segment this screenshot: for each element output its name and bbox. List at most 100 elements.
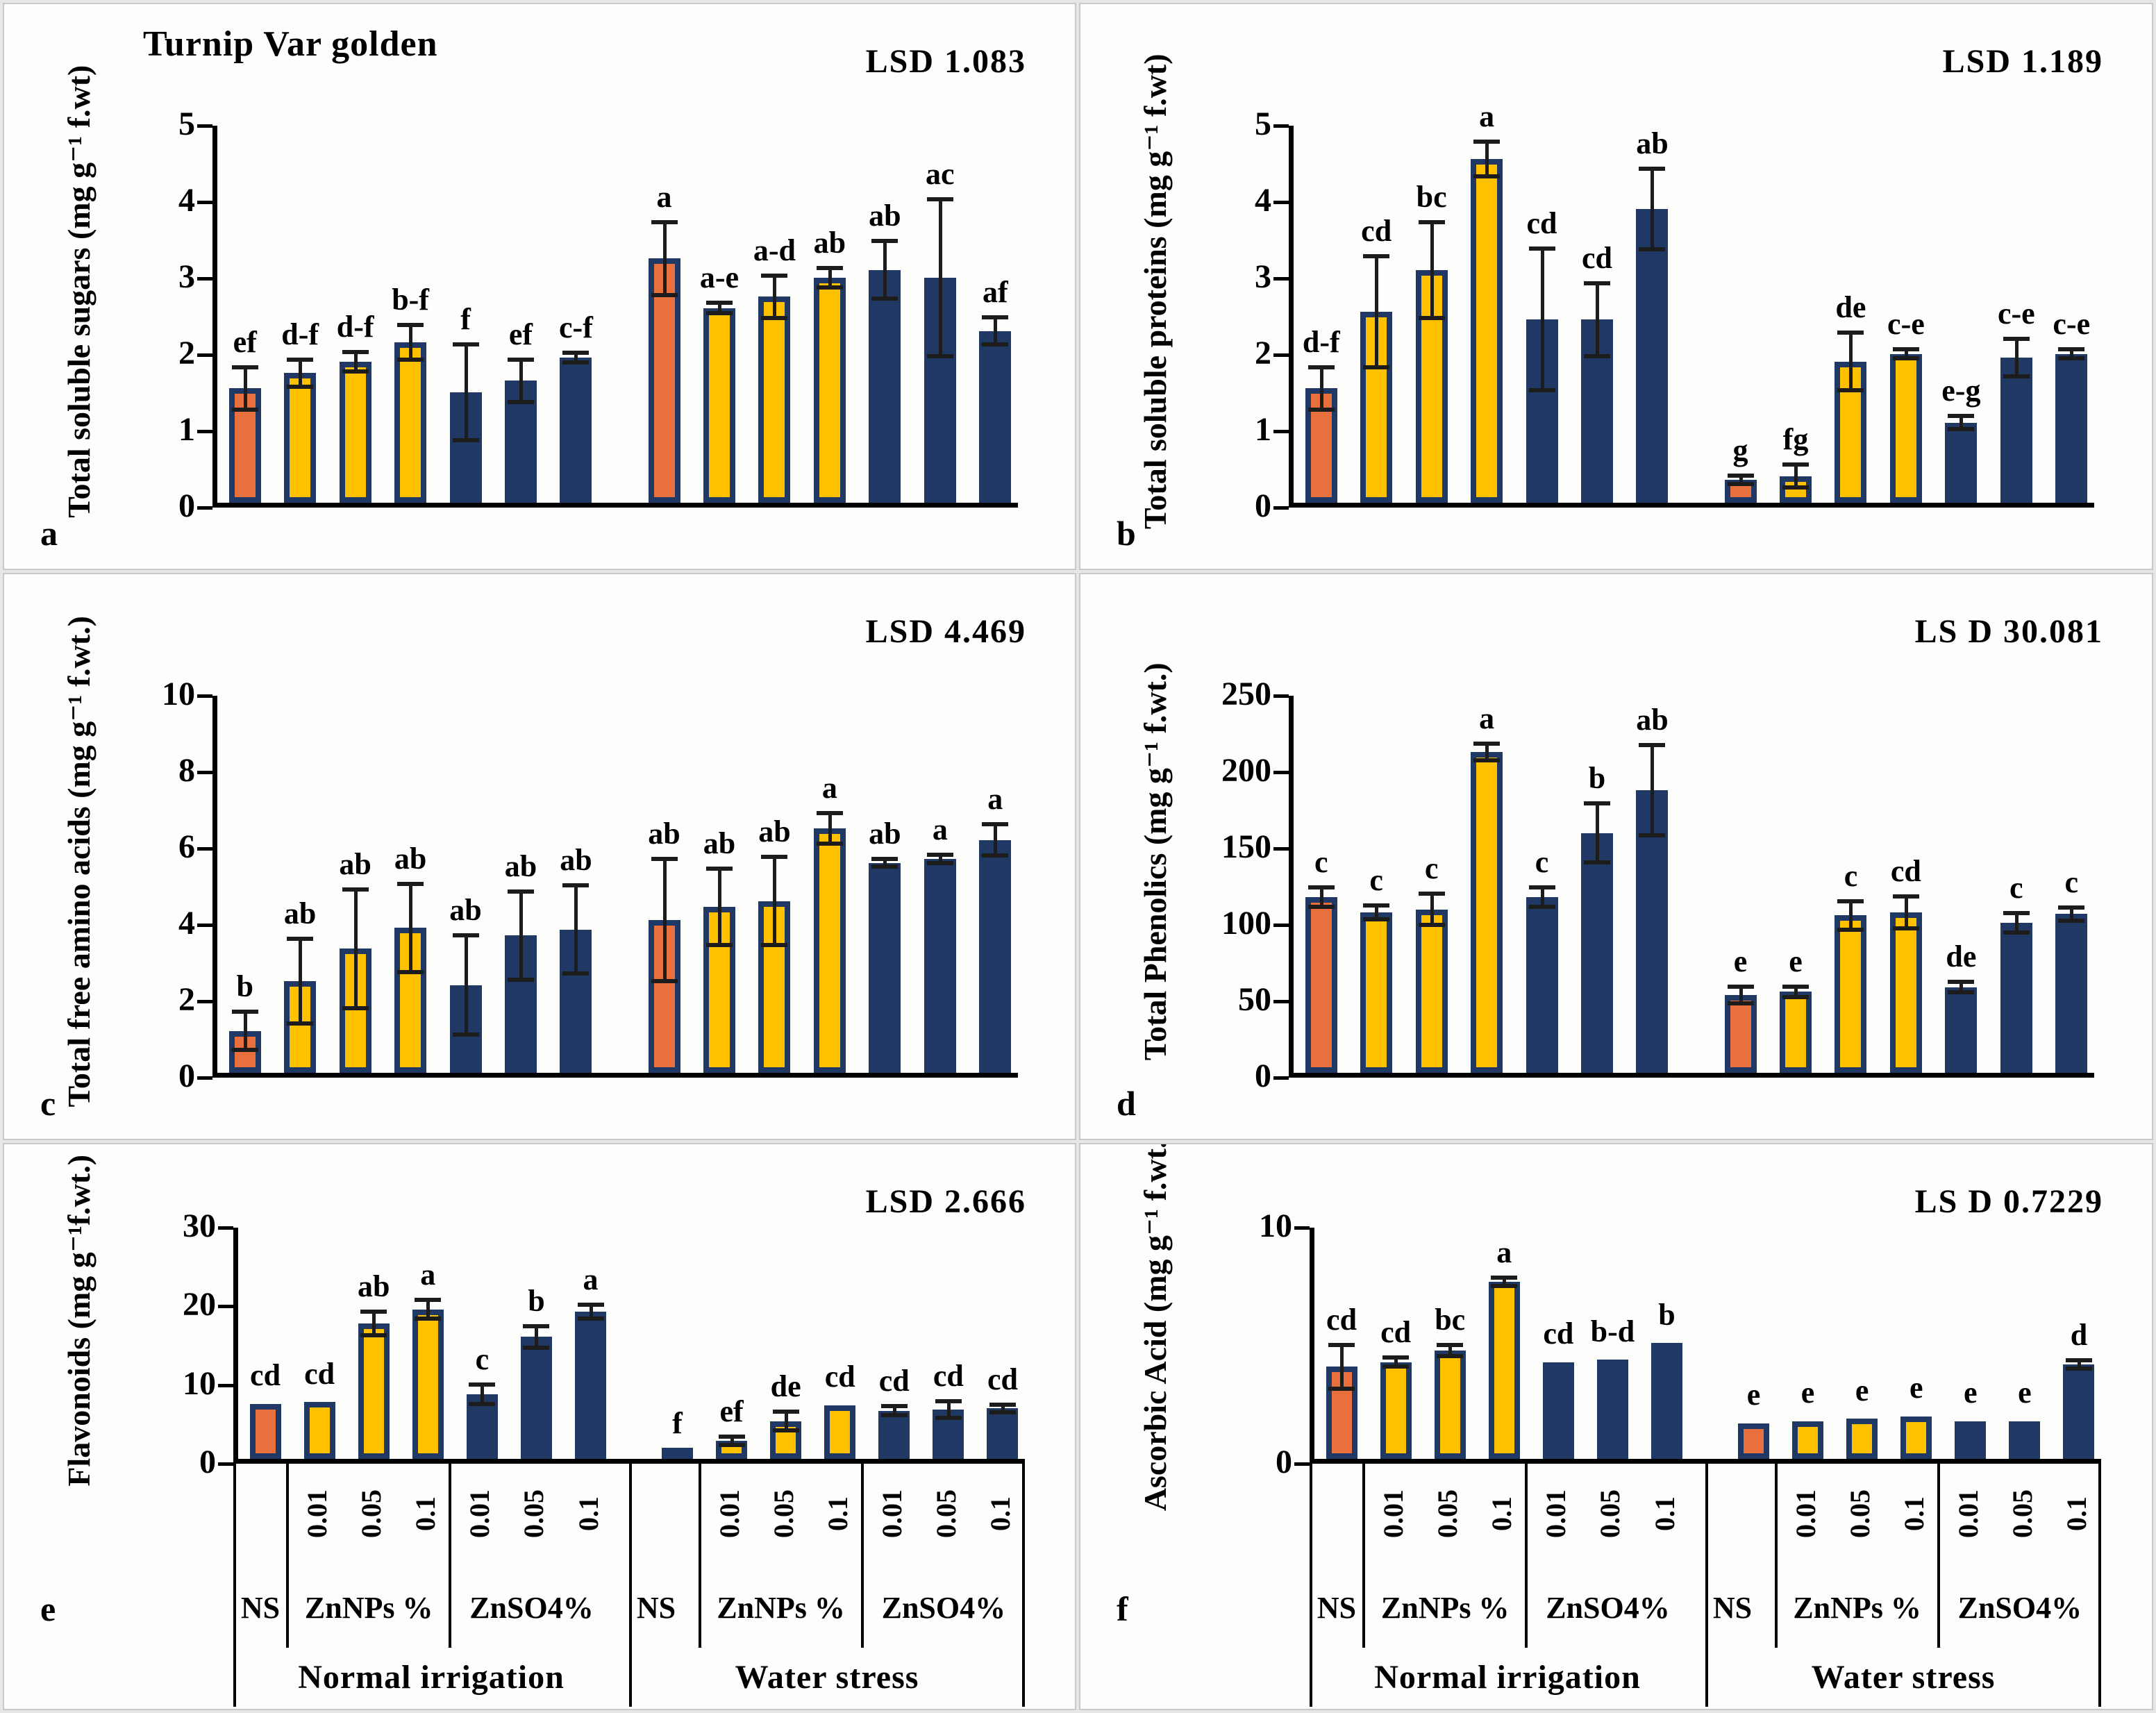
error-cap-bottom <box>397 358 424 362</box>
x-tick-label: 0.01 <box>876 1489 908 1538</box>
sig-letter: cd <box>933 1358 964 1393</box>
sig-letter: ab <box>813 225 846 260</box>
error-whisker <box>409 327 413 358</box>
error-whisker <box>892 1408 896 1414</box>
x-tick-label: 0.05 <box>518 1489 550 1538</box>
sig-letter: ef <box>508 317 533 351</box>
error-cap-top <box>871 856 899 861</box>
sig-letter: a <box>1479 701 1495 736</box>
panel-f: LS D 0.7229 Ascorbic Acid (mg g⁻¹ f.wt.)… <box>1079 1143 2153 1710</box>
y-axis-label: Total soluble proteins (mg g⁻¹ f.wt) <box>1137 53 1173 530</box>
error-cap-bottom <box>651 292 678 297</box>
x-tick-label: 0.01 <box>713 1489 745 1538</box>
error-whisker <box>2070 351 2074 356</box>
error-cap-bottom <box>452 437 479 442</box>
sig-letter: e <box>1733 944 1748 978</box>
bar-e-12 <box>878 1410 910 1459</box>
group-cell-znnps-: ZnNPs % <box>1793 1591 1921 1625</box>
error-cap-bottom <box>507 977 534 982</box>
error-cap-bottom <box>469 1402 496 1407</box>
error-whisker <box>426 1302 431 1317</box>
error-whisker <box>299 941 303 1021</box>
bar-f-12 <box>1955 1421 1987 1459</box>
error-whisker <box>589 1307 593 1317</box>
sig-letter: cd <box>250 1357 281 1392</box>
error-whisker <box>1340 1346 1344 1387</box>
sig-letter: a <box>583 1262 599 1297</box>
panel-b: LSD 1.189 Total soluble proteins (mg g⁻¹… <box>1079 3 2153 570</box>
error-cap-bottom <box>2003 374 2030 379</box>
sig-letter: d <box>2070 1317 2088 1352</box>
error-whisker <box>2077 1362 2081 1367</box>
y-tick-mark <box>1294 1226 1310 1230</box>
lsd-label: LSD 4.469 <box>865 613 1026 650</box>
y-tick-label: 0 <box>1255 487 1271 524</box>
sig-letter: c <box>2064 864 2079 899</box>
y-tick-label: 0 <box>1276 1444 1292 1480</box>
bar-a-8 <box>648 258 680 503</box>
error-cap-bottom <box>926 860 953 865</box>
bar-d-7 <box>1636 790 1669 1073</box>
sig-letter: ef <box>719 1394 744 1428</box>
y-axis-label: Total Phenolics (mg g⁻¹ f.wt.) <box>1137 662 1173 1061</box>
bar-e-14 <box>987 1408 1019 1459</box>
error-whisker <box>784 1414 788 1428</box>
sig-letter: a <box>932 812 948 847</box>
y-tick-mark <box>197 1000 212 1003</box>
error-cap-bottom <box>287 384 314 389</box>
sig-letter: c <box>1424 851 1439 885</box>
error-whisker <box>883 860 887 865</box>
bar-f-8 <box>1737 1423 1769 1459</box>
divider-major <box>1310 1464 1312 1707</box>
error-whisker <box>1794 467 1798 485</box>
error-cap-bottom <box>651 979 678 984</box>
group-cell-znso4-: ZnSO4% <box>1957 1591 2082 1625</box>
error-cap-top <box>577 1303 604 1307</box>
y-tick-label: 0 <box>178 487 195 524</box>
y-tick-label: 0 <box>178 1058 195 1094</box>
error-whisker <box>1739 477 1743 483</box>
error-cap-top <box>1418 891 1445 896</box>
sig-letter: e-g <box>1941 373 1981 408</box>
divider-major <box>233 1464 236 1707</box>
error-cap-bottom <box>1837 928 1864 932</box>
bar-d-10 <box>1835 915 1867 1073</box>
error-cap-top <box>2003 336 2030 341</box>
group-cell-ns: NS <box>1317 1591 1357 1625</box>
error-cap-bottom <box>1639 246 1666 251</box>
sig-letter: g <box>1732 433 1748 467</box>
error-cap-bottom <box>342 1005 369 1010</box>
bar-e-2 <box>303 1402 335 1459</box>
error-cap-top <box>397 881 424 886</box>
sig-letter: cd <box>1890 854 1921 889</box>
error-cap-bottom <box>706 310 733 315</box>
error-cap-top <box>523 1323 550 1328</box>
bar-a-7 <box>560 358 592 503</box>
error-cap-top <box>989 1403 1016 1407</box>
error-cap-top <box>452 342 479 346</box>
error-whisker <box>718 870 721 943</box>
bar-a-10 <box>758 296 791 503</box>
x-tick-label: 0.1 <box>572 1496 604 1531</box>
sig-letter: e <box>1800 1375 1815 1410</box>
error-cap-bottom <box>1892 926 1919 930</box>
y-tick-mark <box>218 1226 233 1230</box>
error-whisker <box>535 1328 539 1346</box>
y-tick-label: 5 <box>1255 106 1271 142</box>
error-cap-top <box>562 883 590 888</box>
error-cap-bottom <box>1727 1001 1754 1005</box>
y-tick-mark <box>218 1305 233 1309</box>
bar-a-14 <box>979 331 1012 503</box>
group-cell-znnps-: ZnNPs % <box>304 1591 433 1625</box>
divider-major <box>1705 1464 1708 1707</box>
error-cap-bottom <box>1948 990 1975 995</box>
bar-e-1 <box>249 1403 281 1459</box>
panel-letter: a <box>40 514 58 553</box>
y-tick-mark <box>1273 124 1289 128</box>
sig-letter: ab <box>560 843 592 878</box>
error-cap-top <box>231 1009 258 1014</box>
error-cap-top <box>2065 1357 2092 1362</box>
sig-letter: e <box>1855 1373 1869 1407</box>
sig-letter: cd <box>304 1356 335 1391</box>
error-cap-bottom <box>761 315 788 320</box>
